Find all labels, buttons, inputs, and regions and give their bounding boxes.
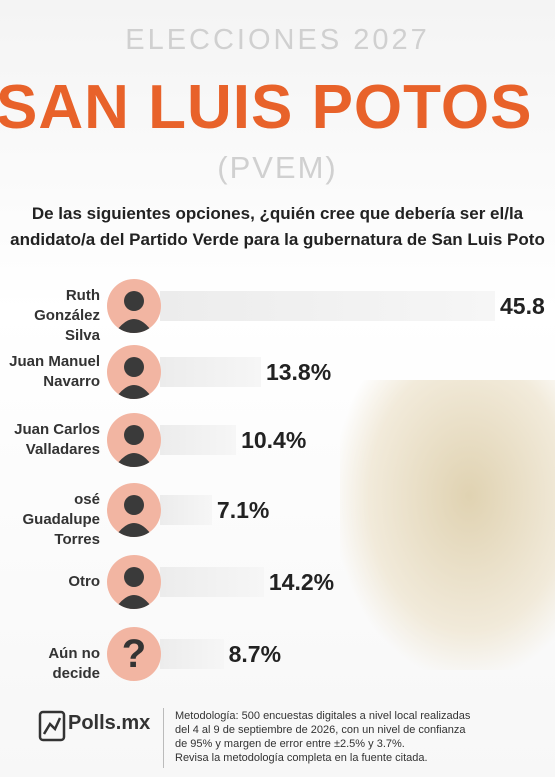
avatar [107,345,161,399]
avatar [107,483,161,537]
bar [160,639,224,669]
question: De las siguientes opciones, ¿quién cree … [31,204,524,223]
value-label: 13.8% [265,359,332,385]
subtitle: (PVEM) [217,150,338,185]
methodology-line: de 95% y margen de error entre ±2.5% y 3… [175,738,405,750]
bar [160,357,261,387]
divider [163,708,164,768]
value-label: 8.7% [228,641,282,667]
category-label: osé Guadalupe Torres [22,491,100,548]
avatar [107,279,161,333]
bar [160,495,212,525]
question: andidato/a del Partido Verde para la gub… [10,230,545,249]
logo: Polls.mx [68,712,151,734]
logo-icon [38,710,66,742]
avatar [107,555,161,609]
value-label: 10.4% [241,427,307,453]
category-label: Juan Carlos Valladares [14,421,100,458]
methodology-line: del 4 al 9 de septiembre de 2026, con un… [175,724,466,736]
header: ELECCIONES 2027 [125,24,430,56]
value-label: 45.8 [500,293,545,319]
avatar [107,413,161,467]
value-label: 7.1% [216,497,270,523]
methodology-line: Metodología: 500 encuestas digitales a n… [175,710,471,722]
chart-title: SAN LUIS POTOS [0,73,533,142]
bar [160,291,495,321]
bar [160,425,237,455]
category-label: Aún no decide [48,645,100,682]
category-label: Juan Manuel Navarro [9,353,100,390]
unknown-icon: ? [121,632,147,676]
category-label: Otro [68,573,100,590]
category-label: Ruth González Silva [34,287,100,344]
background-photo [340,380,555,670]
value-label: 14.2% [268,569,335,595]
avatar: ? [107,627,161,681]
methodology-line: Revisa la metodología completa en la fue… [175,752,428,764]
bar [160,567,264,597]
